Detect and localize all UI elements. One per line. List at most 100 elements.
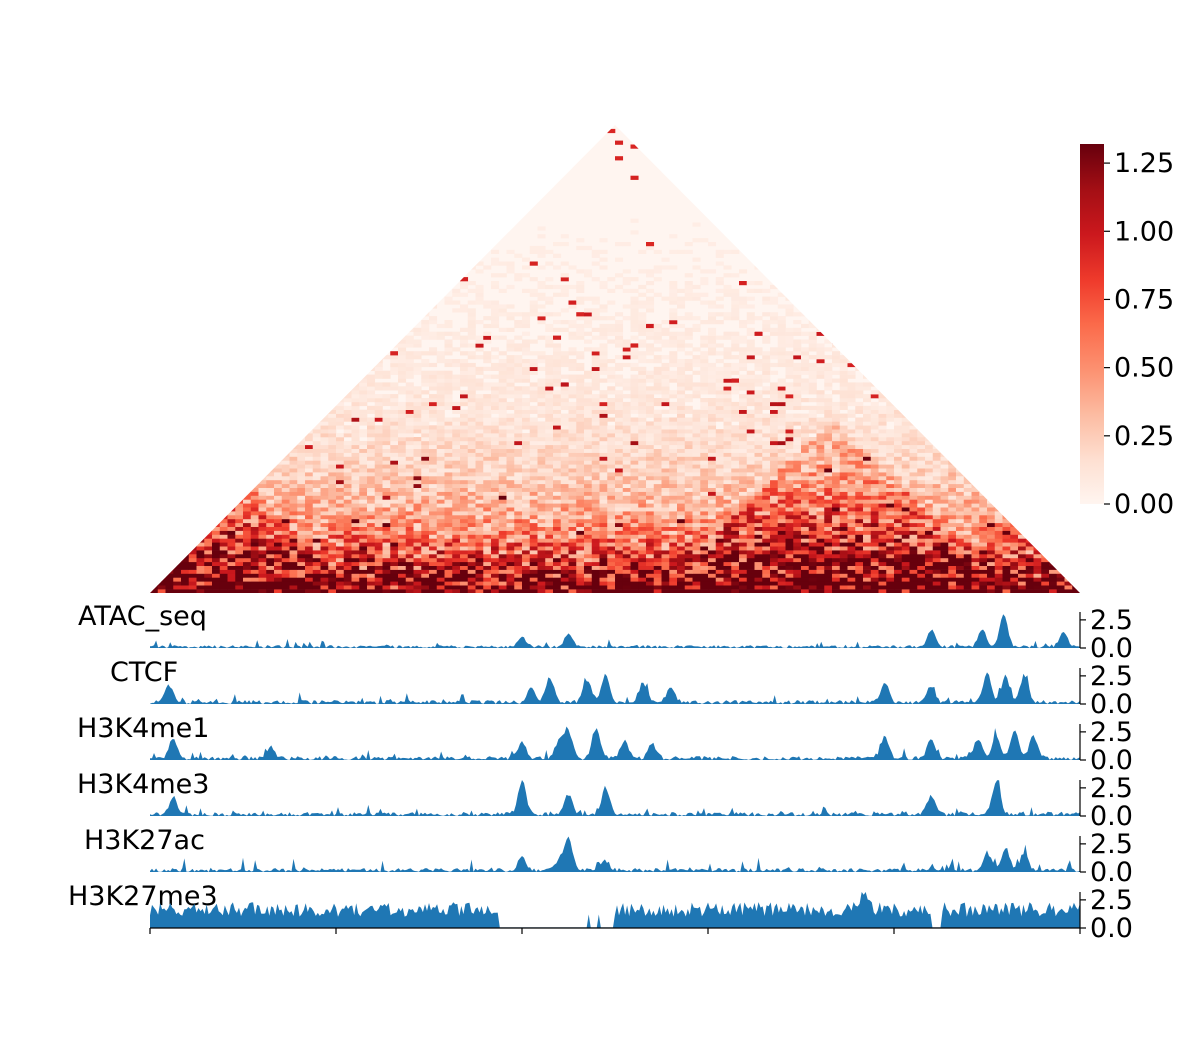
heatmap-cell	[390, 476, 399, 481]
heatmap-cell	[599, 452, 608, 457]
heatmap-cell	[289, 444, 298, 449]
heatmap-cell	[382, 507, 391, 512]
heatmap-cell	[398, 483, 407, 488]
heatmap-cell	[901, 511, 910, 516]
heatmap-cell	[336, 511, 345, 516]
heatmap-cell	[1025, 585, 1034, 590]
heatmap-cell	[669, 550, 678, 555]
heatmap-cell	[483, 538, 492, 543]
heatmap-cell	[870, 456, 879, 461]
heatmap-cell	[1018, 440, 1027, 446]
heatmap-cell	[754, 472, 763, 477]
heatmap-cell	[553, 507, 562, 512]
heatmap-cell	[514, 518, 523, 524]
heatmap-cell	[537, 557, 546, 563]
heatmap-cell	[940, 569, 949, 574]
heatmap-cell	[646, 456, 655, 461]
heatmap-cell	[506, 554, 515, 559]
heatmap-cell	[382, 526, 391, 531]
heatmap-cell	[870, 569, 879, 574]
heatmap-cell	[878, 546, 887, 551]
heatmap-cell	[948, 577, 957, 582]
heatmap-cell	[746, 546, 755, 551]
heatmap-cell	[832, 557, 841, 563]
heatmap-cell	[227, 460, 236, 465]
heatmap-cell	[793, 561, 802, 566]
heatmap-cell	[219, 499, 228, 504]
heatmap-cell	[785, 585, 794, 590]
heatmap-cell	[289, 456, 298, 461]
heatmap-cell	[723, 522, 732, 527]
heatmap-cell	[398, 554, 407, 559]
heatmap-cell	[708, 448, 717, 453]
heatmap-cell	[963, 526, 972, 531]
heatmap-cell	[638, 503, 647, 508]
heatmap-cell	[1018, 511, 1027, 516]
heatmap-cell	[150, 538, 159, 543]
heatmap-cell	[979, 515, 988, 520]
heatmap-cell	[839, 518, 848, 524]
heatmap-cell	[444, 573, 453, 578]
heatmap-cell	[1049, 491, 1058, 496]
heatmap-cell	[630, 526, 639, 531]
heatmap-cell	[150, 526, 159, 531]
heatmap-cell	[188, 585, 197, 590]
heatmap-cell	[460, 561, 469, 566]
heatmap-cell	[816, 491, 825, 496]
heatmap-cell	[374, 569, 383, 574]
heatmap-cell	[336, 452, 345, 457]
heatmap-cell	[429, 503, 438, 508]
heatmap-cell	[816, 546, 825, 551]
heatmap-cell	[917, 530, 926, 535]
heatmap-cell	[808, 573, 817, 578]
heatmap-cell	[382, 561, 391, 566]
heatmap-cell	[173, 589, 182, 593]
heatmap-cell	[785, 468, 794, 473]
heatmap-cell	[235, 561, 244, 566]
heatmap-cell	[785, 589, 794, 593]
heatmap-cell	[274, 464, 283, 469]
heatmap-cell	[754, 479, 763, 485]
heatmap-cell	[475, 503, 484, 508]
heatmap-cell	[212, 573, 221, 578]
heatmap-cell	[808, 530, 817, 535]
heatmap-cell	[1041, 589, 1050, 593]
heatmap-cell	[1010, 507, 1019, 512]
heatmap-cell	[754, 499, 763, 504]
heatmap-cell	[746, 534, 755, 539]
heatmap-cell	[1002, 557, 1011, 563]
heatmap-cell	[274, 542, 283, 547]
heatmap-cell	[173, 444, 182, 449]
heatmap-cell	[886, 503, 895, 508]
heatmap-cell	[801, 503, 810, 508]
heatmap-cell	[870, 444, 879, 449]
heatmap-cell	[576, 472, 585, 477]
heatmap-cell	[715, 511, 724, 516]
heatmap-cell	[863, 554, 872, 559]
heatmap-cell	[553, 499, 562, 504]
heatmap-cell	[971, 444, 980, 449]
heatmap-cell	[250, 487, 259, 492]
heatmap-cell	[297, 561, 306, 566]
heatmap-cell	[219, 581, 228, 586]
heatmap-cell	[661, 460, 670, 465]
heatmap-cell	[754, 561, 763, 566]
heatmap-cell	[576, 522, 585, 527]
heatmap-cell	[925, 542, 934, 547]
heatmap-cell	[956, 483, 965, 488]
heatmap-cell	[638, 437, 647, 442]
heatmap-cell	[630, 472, 639, 477]
heatmap-cell	[436, 511, 445, 516]
heatmap-cell	[816, 550, 825, 555]
heatmap-cell	[599, 448, 608, 453]
heatmap-cell	[553, 452, 562, 457]
heatmap-cell	[762, 452, 771, 457]
heatmap-cell	[878, 483, 887, 488]
heatmap-cell	[793, 589, 802, 593]
heatmap-cell	[661, 526, 670, 531]
heatmap-cell	[901, 573, 910, 578]
heatmap-cell	[878, 491, 887, 496]
heatmap-cell	[785, 448, 794, 453]
heatmap-cell	[243, 515, 252, 520]
